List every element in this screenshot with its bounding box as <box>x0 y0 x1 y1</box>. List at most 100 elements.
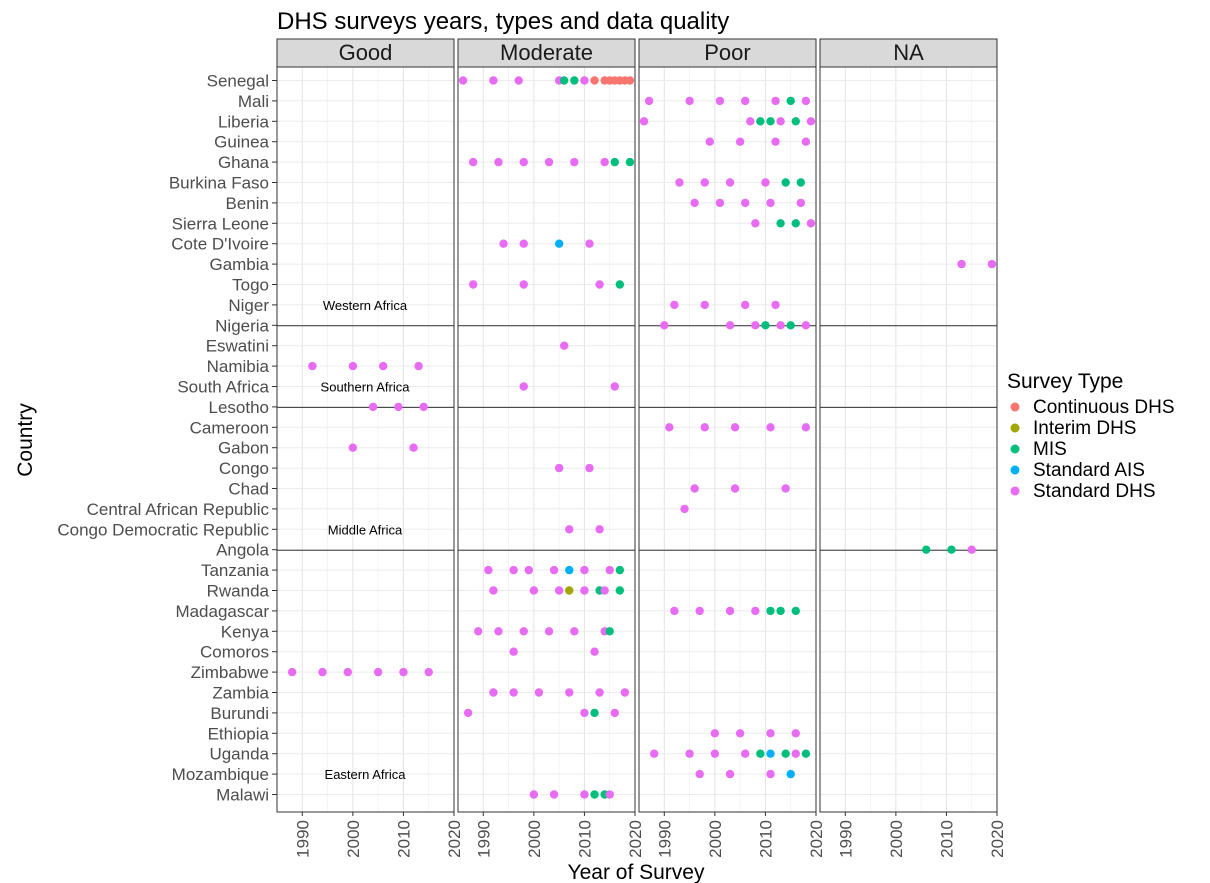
data-point <box>458 76 468 85</box>
data-point <box>730 423 740 432</box>
data-point <box>565 525 574 534</box>
data-point <box>725 321 735 330</box>
y-axis-title: Country <box>14 403 37 477</box>
data-point <box>519 157 528 167</box>
region-label: Middle Africa <box>328 522 403 537</box>
data-point <box>489 76 498 85</box>
facet-panel: Poor <box>638 38 817 813</box>
data-point <box>987 259 997 269</box>
facet-strip-label: Moderate <box>500 40 593 65</box>
data-point <box>649 749 659 758</box>
data-point <box>776 321 785 330</box>
y-tick-label: Namibia <box>207 357 270 376</box>
x-tick-label: 2010 <box>756 820 775 858</box>
data-point <box>494 627 503 636</box>
data-point <box>771 300 780 310</box>
y-tick-label: Guinea <box>214 133 269 152</box>
y-tick-label: Niger <box>228 296 269 315</box>
data-point <box>519 280 528 289</box>
data-point <box>468 157 478 167</box>
facet-panels: Good Western Africa Southern Africa Middle … <box>276 38 998 813</box>
x-tick-label: 2000 <box>887 820 906 858</box>
data-point <box>565 565 574 575</box>
data-point <box>549 565 559 575</box>
data-point <box>791 749 800 758</box>
data-point <box>519 382 528 391</box>
data-point <box>791 117 800 126</box>
panel-background <box>277 67 454 812</box>
data-point <box>489 688 498 697</box>
data-point <box>801 423 811 432</box>
x-tick-label: 2020 <box>626 820 645 858</box>
data-point <box>414 361 423 371</box>
facet-strip <box>638 38 817 68</box>
y-tick-label: Central African Republic <box>87 500 270 519</box>
y-tick-label: Burkina Faso <box>169 174 269 193</box>
data-point <box>746 117 755 126</box>
panel-background <box>820 67 997 812</box>
data-point <box>796 198 806 208</box>
y-tick-label: Eswatini <box>206 337 269 356</box>
data-point <box>741 300 750 310</box>
data-point <box>700 300 709 310</box>
y-tick-label: Congo Democratic Republic <box>57 520 269 539</box>
data-point <box>715 198 725 208</box>
data-point <box>590 708 599 718</box>
data-point <box>394 402 403 412</box>
data-point <box>766 198 775 208</box>
data-point <box>424 667 433 677</box>
data-point <box>524 565 533 575</box>
data-point <box>786 769 795 779</box>
y-tick-label: Rwanda <box>207 582 270 601</box>
x-tick-label: 2020 <box>807 820 826 858</box>
facet-panel: Good Western Africa Southern Africa Middle … <box>276 38 455 813</box>
y-tick-label: Gabon <box>218 439 269 458</box>
data-point <box>399 667 408 677</box>
data-point <box>379 361 388 371</box>
data-point <box>554 239 564 248</box>
data-point <box>735 137 745 146</box>
data-point <box>348 443 358 452</box>
data-point <box>595 280 604 289</box>
panel-border <box>819 66 998 813</box>
data-point <box>343 667 352 677</box>
x-tick-label: 2020 <box>988 820 1007 858</box>
y-tick-label: Nigeria <box>215 316 269 335</box>
data-point <box>554 586 564 595</box>
data-point <box>308 361 317 371</box>
data-point <box>725 178 735 187</box>
y-tick-label: Comoros <box>200 643 269 662</box>
data-point <box>463 708 473 718</box>
x-axis-title: Year of Survey <box>568 861 705 883</box>
data-point <box>585 239 594 248</box>
data-point <box>695 606 704 616</box>
data-point <box>801 749 811 758</box>
facet-panel: NA <box>819 38 998 813</box>
data-point <box>710 729 720 738</box>
data-point <box>786 321 795 330</box>
data-point <box>468 280 478 289</box>
y-tick-label: Cameroon <box>190 418 269 437</box>
data-point <box>801 321 811 330</box>
data-point <box>786 96 795 106</box>
panel-border <box>457 66 636 813</box>
y-tick-label: Lesotho <box>209 398 270 417</box>
data-point <box>605 627 614 636</box>
y-tick-label: South Africa <box>177 378 269 397</box>
data-point <box>499 239 508 248</box>
data-point <box>519 239 528 248</box>
data-point <box>519 627 528 636</box>
y-tick-label: Malawi <box>216 786 269 805</box>
data-point <box>710 749 720 758</box>
legend-swatch <box>1010 423 1020 433</box>
y-tick-label: Togo <box>232 276 269 295</box>
data-point <box>600 157 609 167</box>
data-point <box>625 76 635 85</box>
data-point <box>610 382 619 391</box>
panel-background <box>639 67 816 812</box>
data-point <box>489 586 498 595</box>
data-point <box>580 708 589 718</box>
y-tick-label: Kenya <box>221 622 270 641</box>
y-tick-label: Burundi <box>210 704 269 723</box>
